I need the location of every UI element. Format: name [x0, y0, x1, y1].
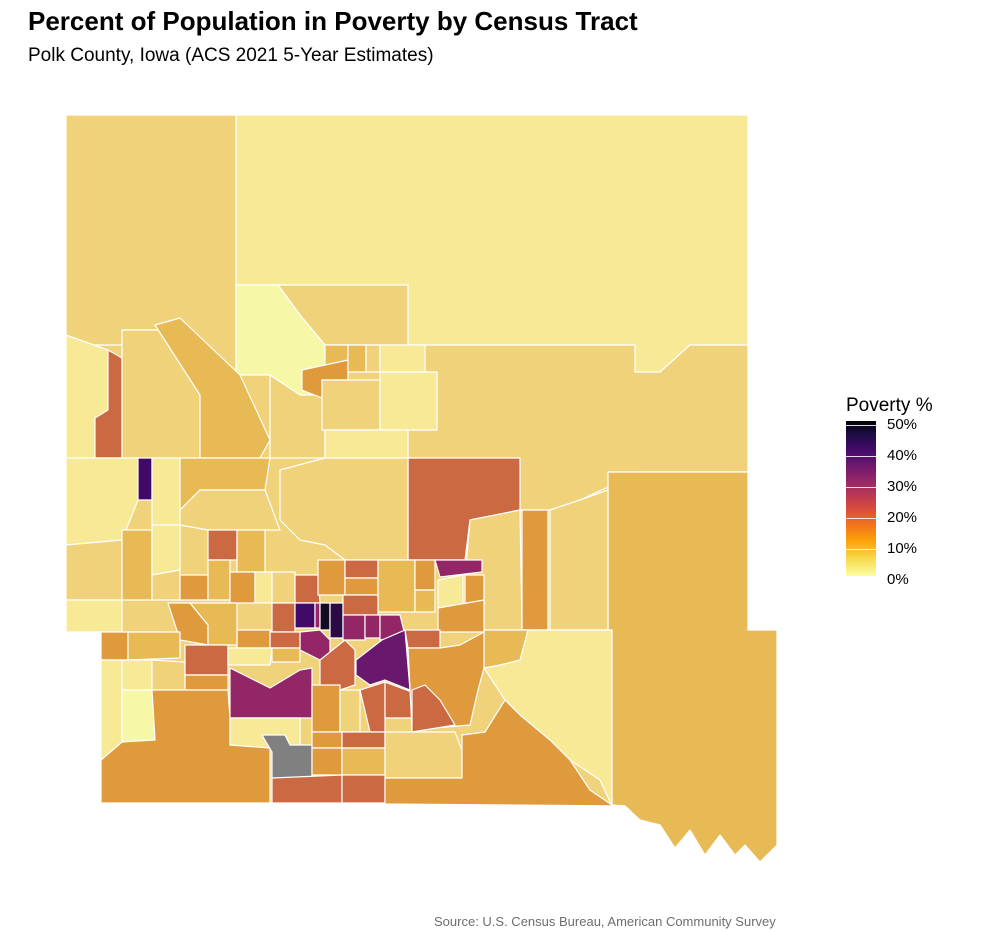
tract: [100, 631, 129, 661]
tract: [311, 747, 343, 776]
tract: [184, 644, 229, 676]
tract: [207, 529, 238, 561]
legend-tick: [846, 549, 876, 550]
tract: [137, 457, 153, 501]
tract: [154, 317, 271, 459]
tract: [317, 559, 346, 596]
tract: [339, 689, 361, 733]
tract: [184, 674, 229, 691]
legend-colorbar: [846, 421, 876, 576]
tract: [227, 647, 273, 666]
legend-tick-label: 30%: [887, 478, 918, 495]
legend-tick-label: 20%: [887, 509, 918, 526]
tract: [521, 509, 549, 631]
tract: [434, 559, 483, 578]
legend-tick-label: 10%: [887, 540, 918, 557]
tract: [236, 529, 266, 573]
tract: [341, 774, 386, 804]
tract: [411, 684, 456, 733]
tract: [151, 524, 181, 576]
tract: [404, 629, 441, 649]
tract: [269, 631, 301, 649]
tract: [341, 747, 386, 776]
tract: [179, 489, 281, 531]
tract: [384, 731, 463, 779]
page-subtitle: Polk County, Iowa (ACS 2021 5-Year Estim…: [28, 45, 434, 66]
legend-tick: [846, 487, 876, 488]
tract: [254, 571, 273, 604]
tract: [207, 559, 231, 601]
legend-tick: [846, 456, 876, 457]
tract: [324, 429, 409, 459]
legend-tick-label: 0%: [887, 571, 909, 588]
tract: [151, 569, 181, 601]
source-caption: Source: U.S. Census Bureau, American Com…: [434, 914, 776, 929]
legend: Poverty % 50% 40% 30% 20% 10% 0%: [846, 395, 933, 587]
tract: [364, 614, 381, 639]
tract: [271, 602, 296, 633]
tract: [121, 529, 153, 601]
tract: [179, 574, 209, 601]
tract: [347, 344, 367, 373]
tract: [342, 594, 379, 616]
tract: [65, 539, 123, 601]
tract: [271, 647, 301, 663]
tract: [121, 659, 153, 691]
legend-tick-label: 50%: [887, 416, 918, 433]
tract: [365, 344, 381, 373]
legend-body: 50% 40% 30% 20% 10% 0%: [846, 417, 933, 587]
legend-title: Poverty %: [846, 395, 933, 416]
tract: [236, 629, 271, 649]
legend-tick: [846, 425, 876, 426]
tract: [65, 599, 123, 633]
tract: [379, 371, 438, 431]
legend-tick-label: 40%: [887, 447, 918, 464]
tract: [121, 689, 156, 743]
tract: [311, 731, 343, 749]
tract: [344, 559, 379, 579]
tract: [437, 574, 464, 609]
tract: [414, 589, 436, 613]
tract: [329, 602, 344, 639]
tract: [344, 577, 379, 596]
tract: [321, 379, 381, 431]
tract: [151, 457, 181, 526]
tract: [294, 574, 321, 604]
tract: [549, 489, 609, 631]
tract: [311, 684, 341, 733]
tract: [127, 631, 181, 661]
tract: [294, 602, 316, 629]
tract: [65, 457, 139, 546]
tract: [271, 774, 343, 804]
tract: [414, 559, 436, 591]
legend-tick: [846, 518, 876, 519]
tract: [607, 471, 778, 863]
tract: [377, 559, 416, 613]
tract: [271, 571, 296, 604]
tract: [279, 457, 409, 561]
page-title: Percent of Population in Poverty by Cens…: [28, 6, 638, 36]
tract: [341, 731, 386, 749]
tract: [229, 571, 256, 604]
tract: [314, 602, 321, 629]
tract: [384, 699, 626, 807]
tract: [355, 629, 411, 691]
tract: [342, 614, 366, 641]
tract: [319, 602, 331, 631]
tract: [151, 659, 186, 691]
tract: [379, 344, 426, 373]
